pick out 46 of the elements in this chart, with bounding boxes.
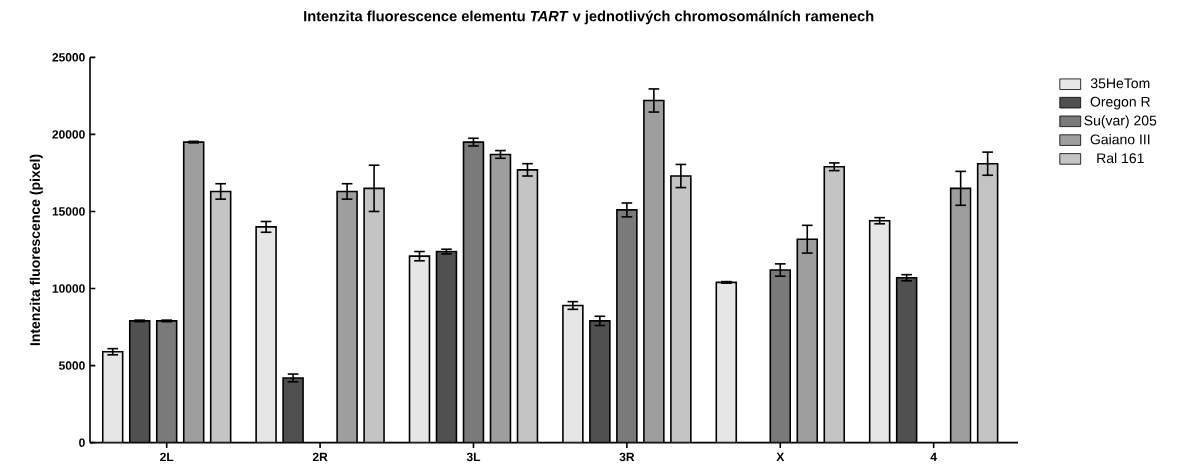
bar	[364, 188, 385, 443]
bar	[463, 142, 484, 443]
bar	[797, 239, 818, 443]
bar	[210, 191, 231, 443]
legend-label: Ral 161	[1097, 152, 1144, 164]
bar	[256, 226, 277, 443]
x-tick-label: 4	[930, 452, 937, 461]
y-tick-label: 10000	[52, 284, 85, 293]
bar	[716, 282, 737, 443]
bar	[102, 351, 123, 443]
bar	[129, 320, 150, 443]
bar	[976, 162, 999, 443]
bar	[824, 166, 845, 443]
bar	[895, 276, 918, 443]
x-tick-label: 2R	[312, 452, 328, 462]
x-tick-label: 3R	[619, 452, 635, 462]
x-tick-label: 2L	[160, 452, 174, 462]
bar	[517, 169, 538, 443]
bar	[490, 154, 511, 443]
y-tick-label: 15000	[52, 207, 85, 216]
y-tick-label: 25000	[52, 53, 85, 62]
y-tick-label: 0	[79, 438, 85, 447]
x-tick-label: X	[776, 452, 785, 461]
chart-title: Intenzita fluorescence elementu TART v jednotlivých chromosomálních ramenech	[304, 10, 874, 25]
bar	[436, 251, 457, 443]
bar	[670, 176, 691, 443]
legend-label: Gaiano III	[1090, 134, 1150, 145]
bar	[868, 219, 891, 443]
bar	[156, 320, 177, 443]
bar	[616, 209, 637, 443]
bar	[769, 269, 792, 443]
legend-label: Oregon R	[1090, 96, 1150, 110]
y-axis-title: Intenzita fluorescence (pixel)	[29, 154, 43, 346]
bar	[337, 191, 358, 443]
bar	[643, 100, 664, 443]
legend-label: 35HeTom	[1090, 78, 1150, 89]
bar	[949, 187, 972, 443]
bar	[562, 305, 583, 443]
y-tick-label: 5000	[58, 361, 85, 370]
x-tick-label: 3L	[466, 452, 481, 462]
bar	[183, 142, 204, 443]
y-tick-label: 20000	[52, 130, 85, 139]
legend-label: Su(var) 205	[1084, 115, 1157, 129]
bar	[589, 320, 610, 443]
bar	[283, 377, 304, 443]
bar	[409, 256, 430, 443]
